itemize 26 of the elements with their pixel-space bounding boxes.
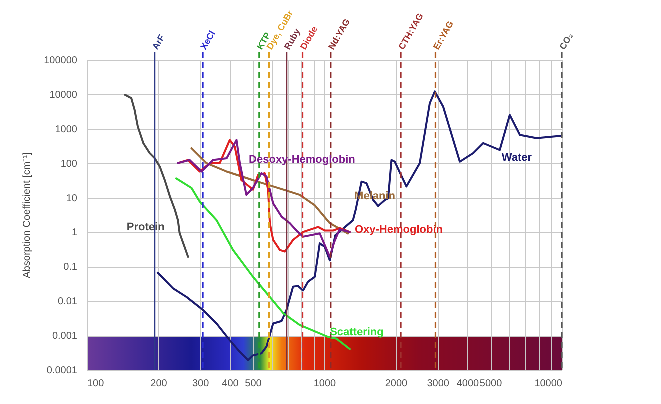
y-axis-title: Absorption Coefficient [cm⁻¹] — [22, 152, 34, 278]
series-label: Oxy-Hemoglobin — [354, 224, 444, 236]
x-tick-label: 100 — [88, 378, 105, 390]
y-tick-label: 100 — [60, 158, 78, 170]
y-tick-label: 100000 — [44, 56, 78, 66]
y-tick-label: 1000 — [55, 124, 78, 136]
y-tick-label: 0.1 — [64, 262, 78, 274]
y-tick-label: 0.01 — [58, 296, 78, 308]
x-tick-label: 5000 — [480, 378, 503, 390]
y-tick-label: 10 — [66, 193, 78, 204]
y-tick-label: 0.001 — [52, 331, 78, 342]
x-tick-label: 500 — [245, 378, 262, 390]
series-label: Water — [502, 152, 533, 164]
x-tick-label: 2000 — [385, 378, 408, 390]
ref-line-label: CO₂ — [558, 31, 576, 52]
x-tick-label: 1000 — [314, 378, 337, 390]
y-tick-label: 1 — [72, 228, 78, 239]
x-tick-label: 400 — [222, 378, 240, 390]
x-tick-label: 200 — [150, 378, 168, 390]
x-tick-label: 4000 — [456, 378, 480, 390]
x-tick-label: 10000 — [534, 378, 563, 390]
y-tick-label: 10000 — [50, 90, 78, 101]
x-tick-label: 300 — [192, 378, 210, 390]
series-label: Scattering — [330, 326, 384, 338]
y-tick-label: 0.0001 — [46, 366, 78, 376]
x-tick-label: 3000 — [427, 378, 450, 390]
